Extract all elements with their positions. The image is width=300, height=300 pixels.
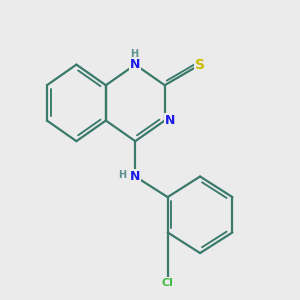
Text: Cl: Cl	[162, 278, 174, 287]
Text: S: S	[195, 58, 205, 72]
Text: H: H	[118, 170, 126, 180]
Text: N: N	[130, 58, 140, 71]
Text: H: H	[130, 49, 138, 59]
Text: N: N	[165, 114, 175, 127]
Text: N: N	[130, 170, 140, 183]
